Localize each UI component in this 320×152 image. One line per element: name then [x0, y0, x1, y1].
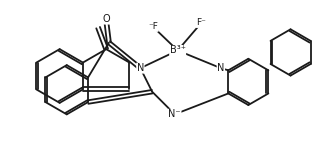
Text: N: N	[137, 63, 144, 73]
Text: N: N	[217, 63, 225, 73]
Text: F⁻: F⁻	[196, 19, 206, 28]
Text: N⁻: N⁻	[168, 109, 181, 119]
Text: ⁻F: ⁻F	[148, 22, 158, 31]
Text: B³⁺: B³⁺	[170, 45, 186, 55]
Text: O: O	[102, 14, 110, 24]
